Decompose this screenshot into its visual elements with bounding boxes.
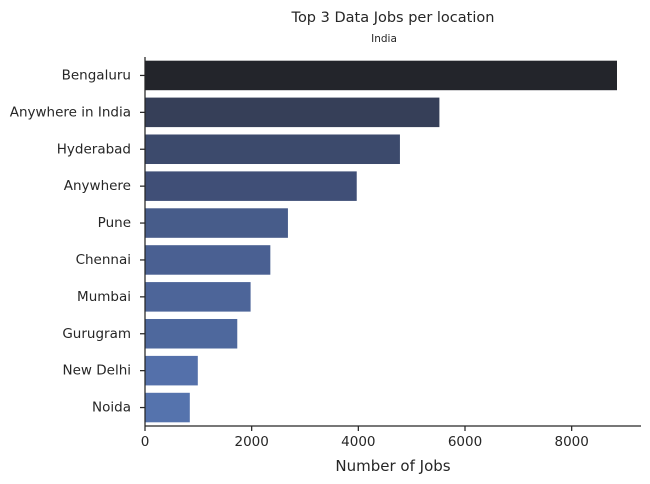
y-tick-label: Hyderabad <box>57 141 131 157</box>
y-tick-label: Bengaluru <box>62 67 131 83</box>
chart-subtitle: India <box>371 33 397 45</box>
bars-group <box>145 60 617 423</box>
y-tick-label: New Delhi <box>63 363 132 379</box>
x-tick-label: 6000 <box>448 434 482 450</box>
y-tick-label: Mumbai <box>77 289 131 305</box>
bar-hyderabad <box>145 134 400 165</box>
y-tick-label: Noida <box>92 400 131 416</box>
bar-pune <box>145 208 288 238</box>
bar-chennai <box>145 245 271 275</box>
x-axis-ticks: 0 2000 4000 6000 8000 <box>141 426 589 450</box>
bar-new-delhi <box>145 355 198 386</box>
bar-gurugram <box>145 318 238 349</box>
y-tick-label: Anywhere <box>64 178 131 194</box>
bar-anywhere <box>145 171 357 201</box>
x-tick-label: 8000 <box>554 434 588 450</box>
chart-title: Top 3 Data Jobs per location <box>291 10 495 26</box>
y-tick-label: Anywhere in India <box>10 104 131 120</box>
y-tick-label: Pune <box>98 215 131 231</box>
x-axis-label: Number of Jobs <box>335 457 450 475</box>
x-tick-label: 4000 <box>341 434 375 450</box>
bar-bengaluru <box>145 60 617 91</box>
bar-mumbai <box>145 282 251 312</box>
y-tick-label: Gurugram <box>62 326 131 342</box>
bar-noida <box>145 392 190 423</box>
bar-anywhere-in-india <box>145 97 440 128</box>
x-tick-label: 2000 <box>234 434 268 450</box>
y-tick-label: Chennai <box>76 252 131 268</box>
x-tick-label: 0 <box>141 434 150 450</box>
y-axis-ticks: Bengaluru Anywhere in India Hyderabad Anywh… <box>10 67 145 416</box>
